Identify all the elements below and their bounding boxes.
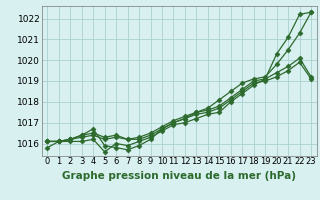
X-axis label: Graphe pression niveau de la mer (hPa): Graphe pression niveau de la mer (hPa) <box>62 171 296 181</box>
